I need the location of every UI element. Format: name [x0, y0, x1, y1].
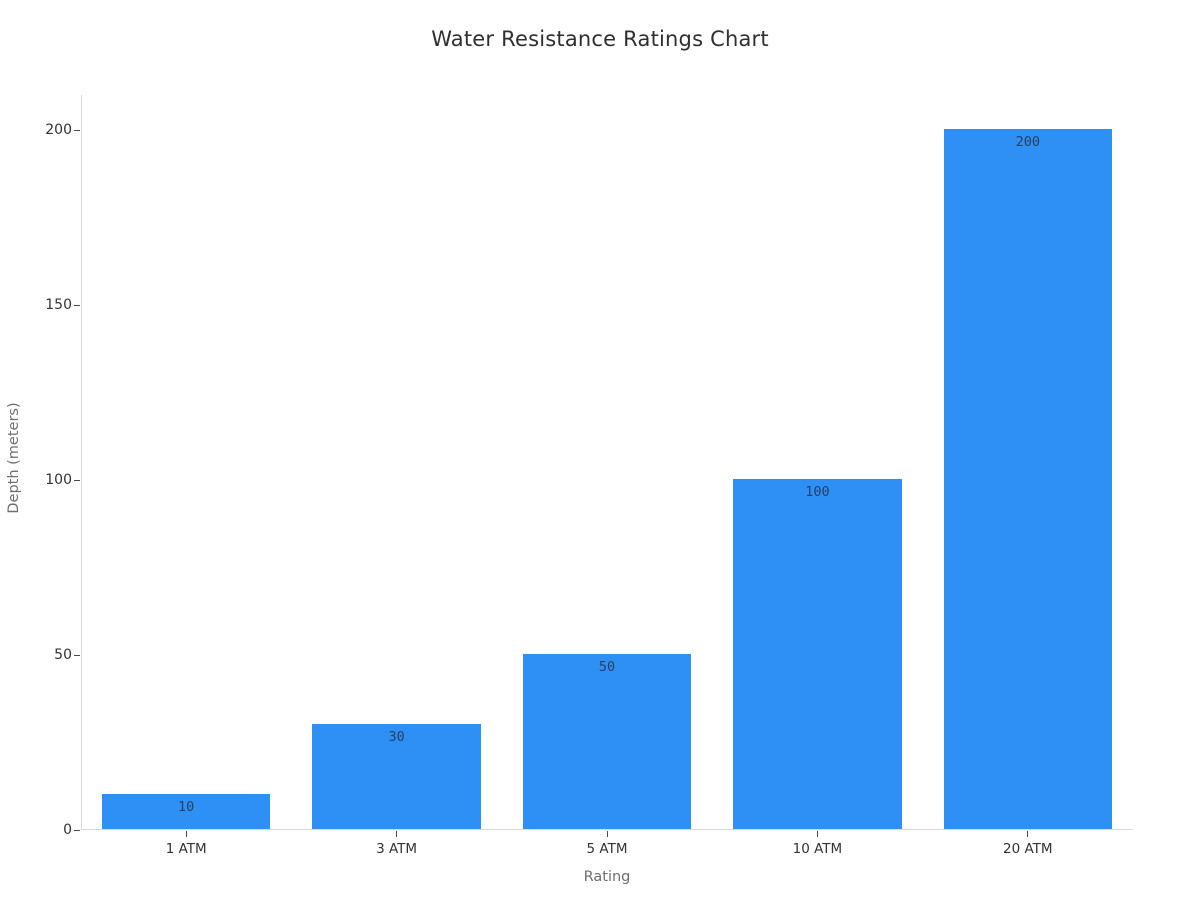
y-tick-mark [74, 304, 80, 306]
x-axis-line [81, 829, 1133, 830]
bar-value-label: 200 [1015, 134, 1040, 150]
y-tick-label: 50 [54, 647, 72, 663]
y-axis-title: Depth (meters) [6, 402, 22, 514]
bar-value-label: 10 [178, 799, 195, 815]
x-tick-label: 20 ATM [1003, 841, 1053, 857]
x-tick-mark [185, 831, 187, 837]
bar-20-atm: 200 [943, 129, 1112, 829]
y-tick-label: 100 [45, 472, 72, 488]
x-tick-label: 3 ATM [376, 841, 418, 857]
bar-3-atm: 30 [312, 724, 481, 829]
y-tick-label: 150 [45, 297, 72, 313]
y-tick-mark [74, 654, 80, 656]
y-tick-mark [74, 129, 80, 131]
y-tick-label: 0 [63, 822, 72, 838]
x-tick-label: 10 ATM [792, 841, 843, 857]
y-axis-line [81, 95, 82, 830]
x-tick-mark [1027, 831, 1029, 837]
x-tick-mark [816, 831, 818, 837]
bar-5-atm: 50 [522, 654, 692, 829]
x-tick-label: 5 ATM [586, 841, 628, 857]
x-tick-mark [396, 831, 398, 837]
bar-10-atm: 100 [733, 479, 902, 829]
chart-title: Water Resistance Ratings Chart [431, 27, 769, 51]
x-axis-title: Rating [583, 869, 631, 885]
plot-area: 0 50 100 150 200 10 1 ATM 30 3 ATM 50 5 ATM 100 10 A… [45, 95, 1133, 857]
y-tick-mark [74, 829, 80, 831]
x-tick-label: 1 ATM [165, 841, 207, 857]
y-tick-mark [74, 479, 80, 481]
bar-1-atm: 10 [102, 794, 271, 829]
bar-value-label: 50 [598, 659, 616, 675]
y-tick-label: 200 [45, 122, 72, 138]
bar-value-label: 100 [805, 484, 830, 500]
x-tick-mark [606, 831, 608, 837]
bar-value-label: 30 [388, 729, 405, 745]
